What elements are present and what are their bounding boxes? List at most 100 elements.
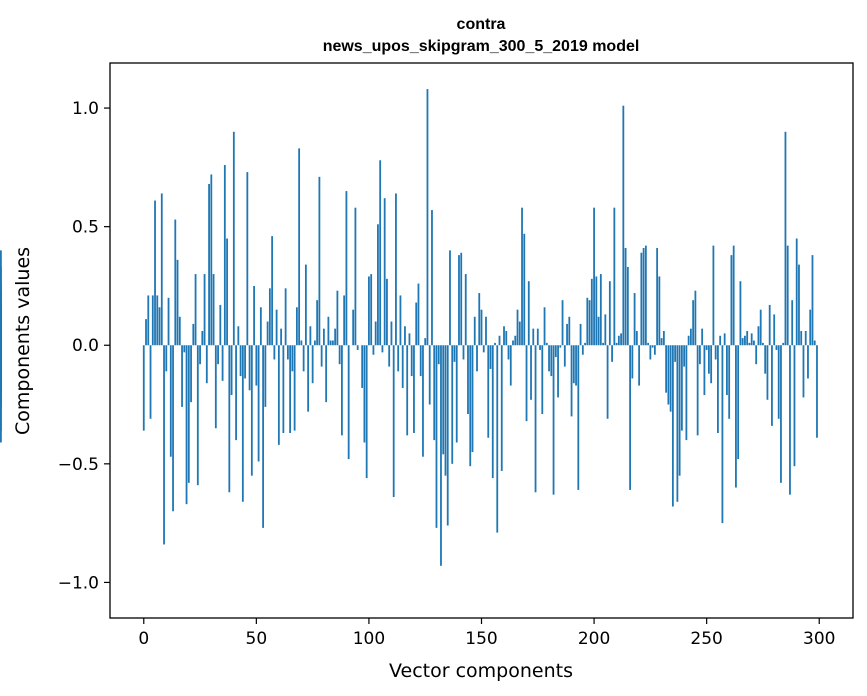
bar-component-281 <box>775 345 778 350</box>
bar-component-138 <box>453 345 456 362</box>
bar-component-163 <box>509 345 512 386</box>
bar-component-186 <box>561 300 564 346</box>
bar-component-118 <box>408 333 411 346</box>
bar-component-218 <box>633 293 636 346</box>
bar-component-232 <box>665 345 668 393</box>
bar-component-294 <box>804 331 807 346</box>
bar-component-292 <box>800 331 803 346</box>
bar-component-254 <box>714 345 717 360</box>
bar-component-231 <box>662 331 665 346</box>
bar-component-88 <box>341 345 343 436</box>
bar-component-11 <box>167 297 170 346</box>
x-axis: 0 50 100 150 200 250 300 <box>138 618 835 649</box>
bar-component-286 <box>786 245 789 346</box>
bar-component-132 <box>440 345 442 566</box>
bar-component-269 <box>748 342 751 346</box>
bar-component-117 <box>406 345 409 436</box>
bar-component-29 <box>208 183 210 346</box>
bar-component-277 <box>766 345 769 400</box>
bar-component-4 <box>151 295 154 346</box>
bar-component-177 <box>541 345 544 415</box>
bar-component-266 <box>741 338 744 346</box>
bar-component-2 <box>147 295 150 346</box>
bar-component-120 <box>413 345 415 433</box>
bar-component-62 <box>282 345 285 433</box>
bar-component-166 <box>516 309 519 346</box>
bar-component-282 <box>777 345 780 419</box>
bar-component-205 <box>604 314 607 346</box>
bar-component-268 <box>746 331 749 346</box>
bar-component-150 <box>480 309 483 346</box>
bar-component-73 <box>307 345 310 412</box>
bar-component-264 <box>737 345 740 460</box>
bar-component-182 <box>552 345 555 495</box>
bar-component-207 <box>608 281 611 346</box>
bar-component-209 <box>613 207 616 346</box>
bar-component-41 <box>235 345 237 441</box>
bar-component-158 <box>498 335 501 346</box>
bar-component-54 <box>264 345 267 407</box>
bar-component-10 <box>165 345 168 372</box>
bar-component-15 <box>176 259 179 346</box>
bar-component-130 <box>435 345 438 528</box>
x-tick-label: 50 <box>246 629 268 649</box>
bar-component-185 <box>559 345 562 348</box>
bar-component-87 <box>338 345 341 365</box>
bar-component-260 <box>728 345 731 419</box>
bar-component-278 <box>768 304 771 346</box>
bar-component-39 <box>230 345 233 396</box>
bar-component-203 <box>599 274 602 346</box>
bar-component-273 <box>757 326 760 346</box>
bar-component-80 <box>322 328 325 346</box>
bar-component-93 <box>352 309 355 346</box>
bar-component-14 <box>174 219 177 346</box>
bar-component-43 <box>239 345 242 377</box>
bar-component-299 <box>816 345 818 438</box>
bar-component-220 <box>638 345 641 386</box>
bar-component-84 <box>332 340 334 346</box>
bar-component-175 <box>536 328 539 346</box>
bar-component-161 <box>505 331 508 346</box>
bar-component-244 <box>692 300 695 346</box>
x-tick-label: 200 <box>578 629 610 649</box>
x-tick-label: 300 <box>803 629 835 649</box>
bar-component-284 <box>782 342 785 346</box>
chart-subtitle: news_upos_skipgram_300_5_2019 model <box>323 38 640 55</box>
bar-component-125 <box>424 338 427 346</box>
bar-component-48 <box>250 345 253 476</box>
bar-component-106 <box>381 345 384 353</box>
bar-component-235 <box>671 345 674 507</box>
bar-component-22 <box>192 323 195 346</box>
bar-component-101 <box>370 274 373 346</box>
bar-component-undefined <box>0 266 2 346</box>
bar-component-246 <box>696 345 699 436</box>
bar-component-216 <box>629 345 631 490</box>
bar-component-210 <box>615 342 618 346</box>
bar-component-233 <box>667 345 670 405</box>
bar-component-234 <box>669 345 672 412</box>
bar-component-250 <box>705 345 708 350</box>
bar-component-289 <box>793 345 796 467</box>
bar-component-42 <box>237 326 240 346</box>
bar-component-189 <box>568 316 571 346</box>
bar-component-95 <box>356 345 359 350</box>
bar-component-298 <box>813 340 816 346</box>
bar-component-56 <box>268 288 271 346</box>
bar-component-122 <box>417 283 420 346</box>
bar-component-107 <box>383 198 386 346</box>
bar-component-34 <box>219 304 222 346</box>
bar-component-35 <box>221 345 224 381</box>
bar-component-113 <box>397 345 400 372</box>
bar-component-70 <box>300 340 303 346</box>
bar-component-7 <box>158 307 161 346</box>
bar-component-140 <box>458 255 460 346</box>
bar-component-24 <box>196 345 199 486</box>
bar-component-255 <box>717 345 719 433</box>
bar-component-211 <box>617 335 620 346</box>
bar-component-213 <box>622 105 625 346</box>
bar-component-86 <box>336 290 339 346</box>
bar-component-146 <box>471 345 474 452</box>
bar-component-109 <box>388 345 391 367</box>
bar-component-133 <box>442 345 445 455</box>
bar-component-131 <box>437 345 440 365</box>
